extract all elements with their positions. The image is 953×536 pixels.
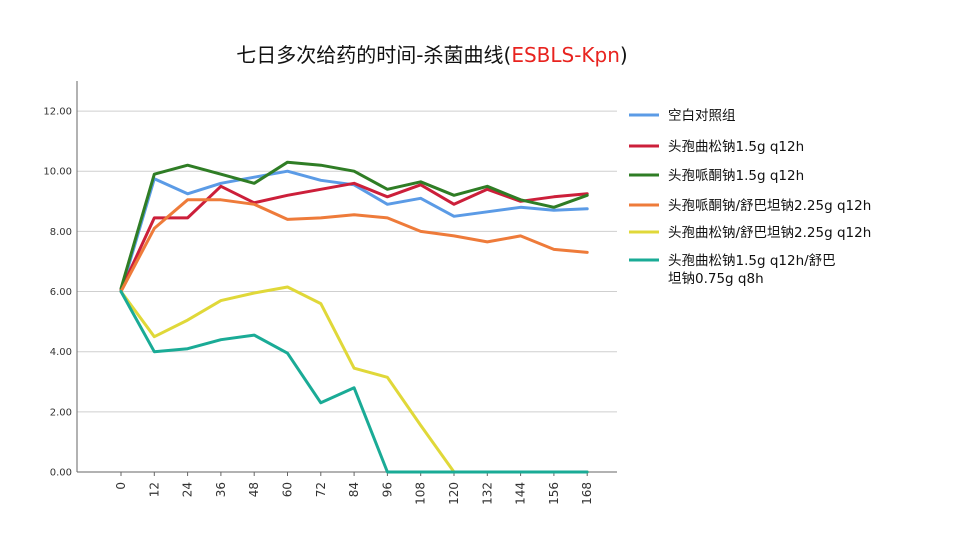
x-tick-label: 168 — [580, 482, 594, 505]
chart-title-main: 七日多次给药的时间-杀菌曲线( — [236, 43, 511, 67]
x-tick-labels: 0 12 24 36 48 60 72 84 96 108 120 132 144 156 168 — [114, 472, 594, 505]
legend-item-2: 头孢曲松钠1.5g q12h — [629, 139, 804, 155]
chart-title-highlight: ESBLS-Kpn — [511, 43, 620, 67]
series-line-4 — [119, 198, 589, 293]
series-line-6 — [119, 290, 589, 474]
legend-item-5: 头孢曲松钠/舒巴坦钠2.25g q12h — [629, 225, 871, 241]
legend-label: 空白对照组 — [668, 108, 736, 124]
legend-item-4: 头孢哌酮钠/舒巴坦钠2.25g q12h — [629, 197, 871, 214]
x-tick-label: 108 — [414, 482, 428, 505]
y-tick-label: 6.00 — [50, 287, 72, 298]
x-tick-label: 12 — [147, 482, 161, 497]
chart-title: 七日多次给药的时间-杀菌曲线(ESBLS-Kpn) — [236, 43, 627, 67]
y-tick-label: 10.00 — [43, 167, 72, 178]
legend-label: 头孢哌酮钠/舒巴坦钠2.25g q12h — [668, 197, 871, 214]
y-tick-label: 4.00 — [50, 347, 72, 358]
series-line-2 — [119, 181, 589, 292]
axes — [76, 81, 617, 473]
y-tick-label: 0.00 — [50, 468, 72, 479]
x-tick-label: 84 — [347, 482, 361, 497]
y-tick-label: 12.00 — [43, 107, 72, 118]
x-tick-label: 120 — [447, 482, 461, 505]
x-tick-label: 60 — [281, 482, 295, 497]
legend-label: 头孢哌酮钠1.5g q12h — [668, 167, 804, 184]
y-tick-label: 8.00 — [50, 227, 72, 238]
series-lines — [119, 160, 589, 474]
y-tick-label: 2.00 — [50, 407, 72, 418]
series-line-5 — [119, 285, 589, 474]
legend-label: 头孢曲松钠/舒巴坦钠2.25g q12h — [668, 225, 871, 241]
x-tick-label: 96 — [380, 482, 394, 497]
y-gridlines — [77, 110, 617, 413]
x-tick-label: 24 — [181, 482, 195, 497]
x-tick-label: 36 — [214, 482, 228, 497]
x-tick-label: 72 — [314, 482, 328, 497]
legend-item-3: 头孢哌酮钠1.5g q12h — [629, 167, 804, 184]
legend-label: 头孢曲松钠1.5g q12h — [668, 139, 804, 155]
y-tick-labels: 0.00 2.00 4.00 6.00 8.00 10.00 12.00 — [43, 107, 72, 479]
x-tick-label: 132 — [480, 482, 494, 505]
x-tick-label: 156 — [547, 482, 561, 505]
series-line-3 — [119, 160, 589, 290]
chart-title-suffix: ) — [620, 43, 628, 67]
legend-label: 头孢曲松钠1.5g q12h/舒巴 — [668, 253, 836, 269]
x-tick-label: 48 — [247, 482, 261, 497]
legend-label: 坦钠0.75g q8h — [668, 271, 764, 287]
legend-item-1: 空白对照组 — [629, 108, 736, 124]
x-tick-label: 144 — [514, 482, 528, 505]
x-tick-label: 0 — [114, 482, 128, 490]
